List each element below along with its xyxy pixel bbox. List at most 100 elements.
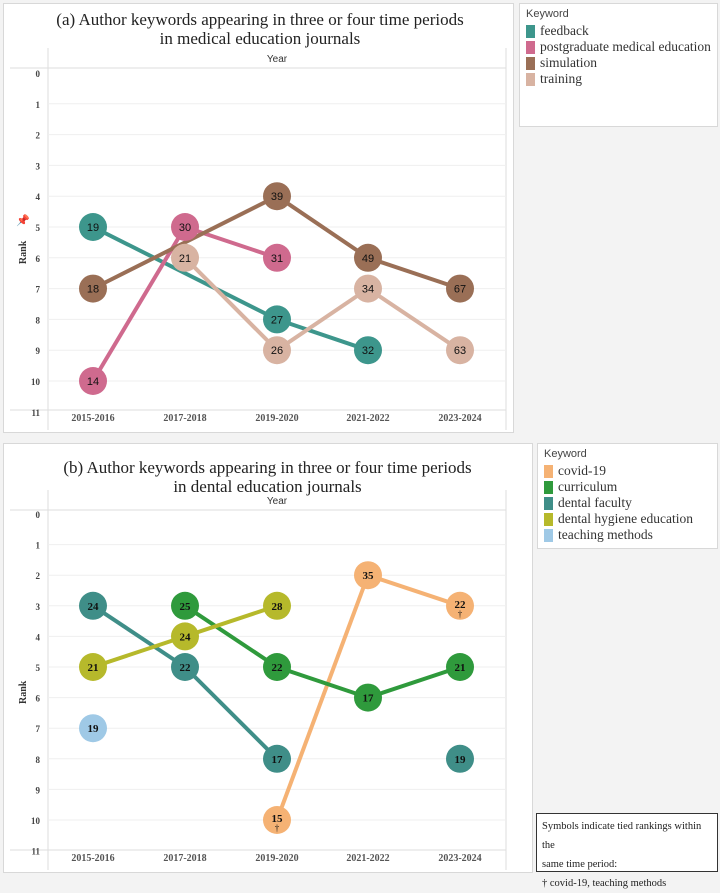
y-tick-label: 1 <box>36 541 41 551</box>
legend-title: Keyword <box>544 448 587 460</box>
data-point <box>79 714 107 743</box>
chart-b-legend[interactable]: Keyword covid-19 curriculum dental faculty… <box>537 443 718 549</box>
x-tick-label: 2017-2018 <box>163 853 206 864</box>
legend-item[interactable]: covid-19 <box>544 463 711 479</box>
y-tick-label: 11 <box>31 408 40 418</box>
legend-label: training <box>540 71 582 86</box>
data-point <box>79 274 107 303</box>
legend-item[interactable]: dental faculty <box>544 495 711 511</box>
y-tick-label: 1 <box>36 100 41 110</box>
data-point <box>263 243 291 272</box>
series-line-dental-hygiene-education <box>184 603 278 639</box>
y-tick-label: 3 <box>36 602 41 612</box>
series-line-covid-19 <box>367 573 461 608</box>
data-point <box>79 591 107 620</box>
series-line-curriculum <box>276 665 369 700</box>
data-point <box>263 744 291 773</box>
data-label: 19 <box>455 754 467 766</box>
data-point <box>263 591 291 620</box>
y-tick-label: 8 <box>36 755 41 765</box>
data-label: 27 <box>271 314 283 326</box>
data-point <box>446 744 474 773</box>
y-tick-label: 7 <box>36 724 41 734</box>
data-point <box>354 336 382 365</box>
series-line-covid-19 <box>275 574 370 821</box>
legend-swatch <box>544 464 553 478</box>
chart-a-legend[interactable]: Keyword feedback postgraduate medical edu… <box>519 3 718 127</box>
data-point <box>263 182 291 211</box>
chart-a-title-line1: (a) Author keywords appearing in three o… <box>56 10 464 29</box>
y-tick-label: 0 <box>36 510 41 520</box>
data-label: 21 <box>88 662 99 674</box>
data-point <box>79 213 107 241</box>
data-label: 67 <box>454 284 466 296</box>
y-tick-label: 7 <box>36 285 41 295</box>
x-tick-label: 2017-2018 <box>163 413 206 424</box>
y-tick-label: 9 <box>36 346 41 356</box>
series-line-dental-hygiene-education <box>92 634 186 669</box>
data-label: 19 <box>87 222 99 234</box>
x-tick-label: 2015-2016 <box>71 413 114 424</box>
legend-swatch <box>526 24 535 38</box>
x-axis-title: Year <box>267 496 288 507</box>
series-line-feedback <box>92 225 278 322</box>
data-point <box>354 683 382 712</box>
series-line-simulation <box>367 255 461 291</box>
series-line-training <box>183 256 279 352</box>
y-tick-label: 2 <box>36 571 41 581</box>
data-label: 32 <box>362 345 374 357</box>
note-line1: Symbols indicate tied rankings within th… <box>542 821 702 851</box>
data-point <box>446 336 474 365</box>
legend-item[interactable]: postgraduate medical education <box>526 39 711 55</box>
data-label: 26 <box>271 345 283 357</box>
data-label: 22 <box>180 662 192 674</box>
y-tick-label: 6 <box>36 694 41 704</box>
chart-a-title-line2: in medical education journals <box>159 29 361 48</box>
legend-label: covid-19 <box>558 463 606 478</box>
legend-item[interactable]: curriculum <box>544 479 711 495</box>
legend-item[interactable]: dental hygiene education <box>544 511 711 527</box>
y-tick-label: 4 <box>36 632 41 642</box>
data-label: 25 <box>180 601 192 613</box>
legend-item[interactable]: feedback <box>526 23 711 39</box>
legend-title: Keyword <box>526 8 569 20</box>
data-point <box>171 243 199 272</box>
legend-item[interactable]: simulation <box>526 55 711 71</box>
data-label: 17 <box>272 754 284 766</box>
y-tick-label: 0 <box>36 69 41 79</box>
legend-swatch <box>526 56 535 70</box>
chart-a-title: (a) Author keywords appearing in three o… <box>20 10 500 48</box>
y-tick-label: 11 <box>31 847 40 857</box>
data-label: 28 <box>272 601 284 613</box>
legend-item[interactable]: teaching methods <box>544 527 711 543</box>
data-point <box>171 622 199 651</box>
data-point <box>446 653 474 681</box>
x-tick-label: 2015-2016 <box>71 853 114 864</box>
data-point <box>171 213 199 241</box>
series-line-training <box>366 286 462 352</box>
x-tick-label: 2019-2020 <box>255 853 298 864</box>
x-tick-label: 2021-2022 <box>346 853 389 864</box>
note-line3: † covid-19, teaching methods <box>542 878 667 889</box>
data-point <box>446 274 474 303</box>
legend-label: curriculum <box>558 479 618 494</box>
legend-swatch <box>526 40 535 54</box>
series-line-curriculum <box>183 604 279 669</box>
legend-label: simulation <box>540 55 597 70</box>
y-tick-label: 2 <box>36 131 41 141</box>
pin-icon: 📌 <box>16 213 30 227</box>
legend-item[interactable]: training <box>526 71 711 87</box>
data-label: 30 <box>179 222 191 234</box>
chart-b-title: (b) Author keywords appearing in three o… <box>20 458 515 496</box>
data-label: 22 <box>455 599 467 611</box>
data-label: 21 <box>179 253 191 265</box>
note-line2: same time period: <box>542 859 618 870</box>
data-label: 21 <box>455 662 466 674</box>
series-line-curriculum <box>367 665 461 700</box>
legend-label: postgraduate medical education <box>540 39 711 54</box>
data-label: 18 <box>87 284 99 296</box>
data-point <box>79 367 107 395</box>
y-tick-label: 4 <box>36 192 41 202</box>
chart-b-title-line1: (b) Author keywords appearing in three o… <box>63 458 472 477</box>
legend-label: feedback <box>540 23 589 38</box>
